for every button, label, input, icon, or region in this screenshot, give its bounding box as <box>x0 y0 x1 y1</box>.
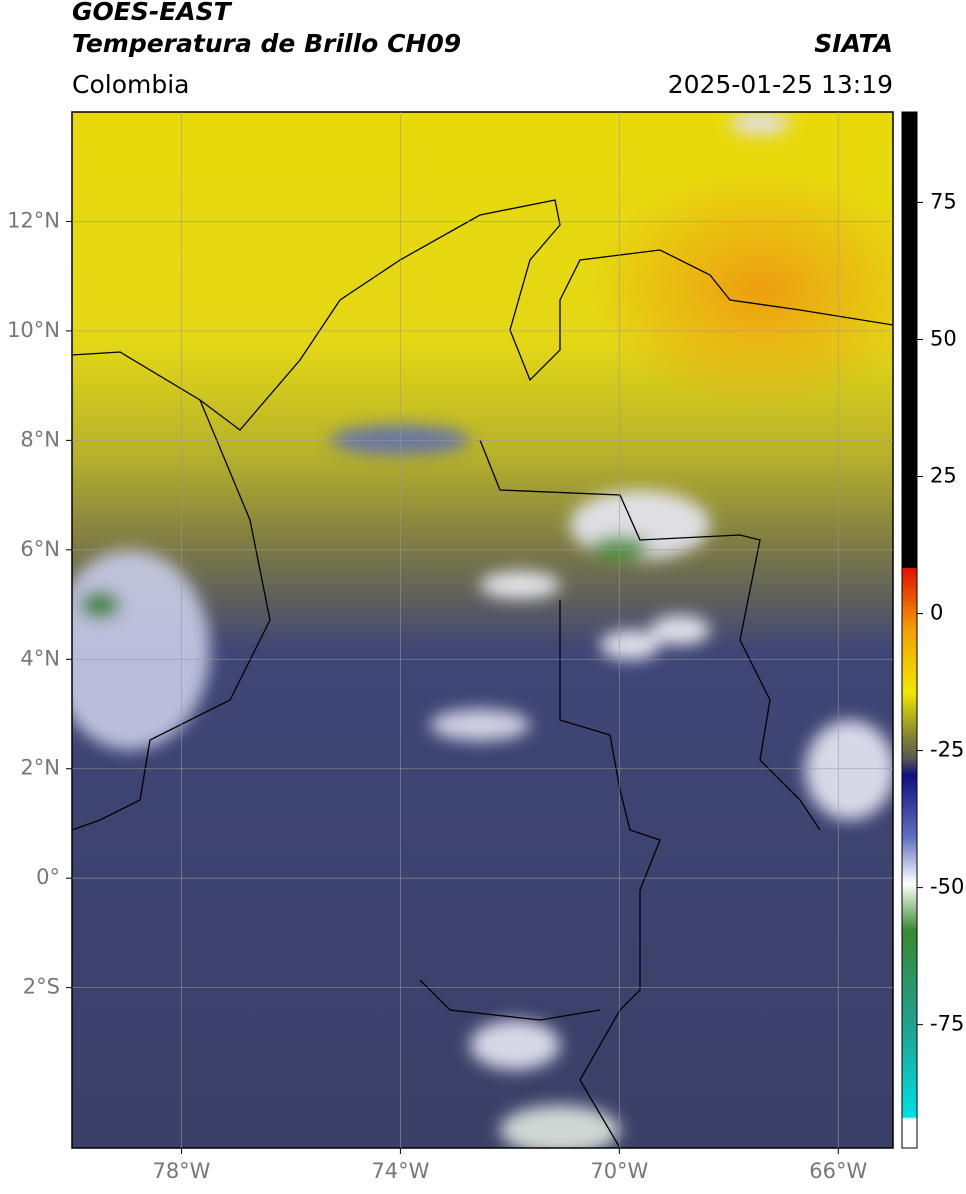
region: Colombia <box>72 70 189 99</box>
colorbar <box>901 111 918 1149</box>
x-tick-label: 78°W <box>152 1159 210 1183</box>
y-tick-label: 2°N <box>20 756 60 780</box>
title: GOES-EAST <box>72 0 233 26</box>
colorbar-tick-label: -50 <box>930 875 964 899</box>
map-frame <box>71 111 894 1149</box>
x-tick-label: 74°W <box>371 1159 429 1183</box>
subtitle: Temperatura de Brillo CH09 <box>72 29 461 58</box>
colorbar-tick-label: 50 <box>930 326 957 350</box>
colorbar-tick-label: -25 <box>930 738 964 762</box>
y-tick-label: 4°N <box>20 646 60 670</box>
satellite-image <box>72 112 893 1148</box>
colorbar-tick-label: 0 <box>930 601 943 625</box>
colorbar-tick-label: -75 <box>930 1012 964 1036</box>
x-tick-label: 70°W <box>590 1159 648 1183</box>
y-tick-label: 0° <box>36 865 60 889</box>
y-tick-label: 8°N <box>20 427 60 451</box>
y-tick-label: 2°S <box>23 975 60 999</box>
colorbar-tick-label: 25 <box>930 464 957 488</box>
datetime: 2025-01-25 13:19 <box>668 70 893 99</box>
colorbar-tick-label: 75 <box>930 189 957 213</box>
x-tick-label: 66°W <box>809 1159 867 1183</box>
y-tick-label: 10°N <box>7 318 60 342</box>
y-tick-label: 6°N <box>20 537 60 561</box>
y-tick-label: 12°N <box>7 208 60 232</box>
source: SIATA <box>814 29 893 58</box>
